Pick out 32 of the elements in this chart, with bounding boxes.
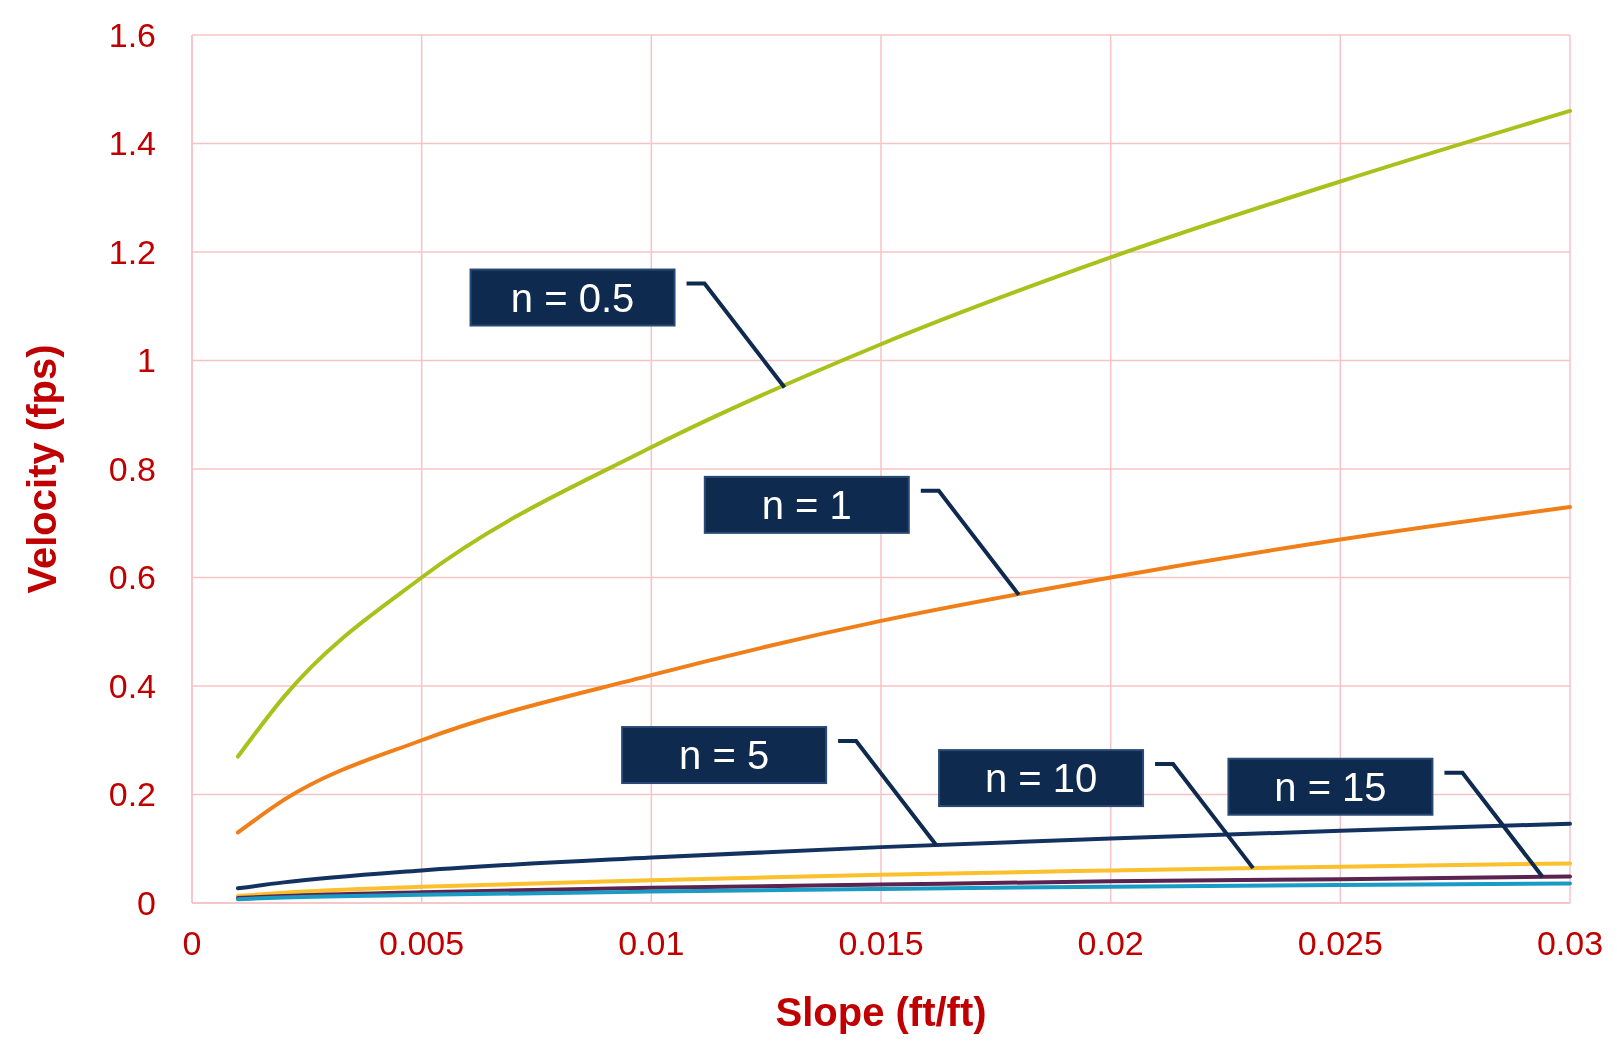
annotation: n = 1 (761, 482, 852, 527)
callout: n = 5 (621, 726, 938, 847)
y-tick-label: 0.2 (108, 775, 156, 814)
y-tick-label: 0.8 (108, 449, 156, 488)
annotation: n = 15 (1274, 764, 1387, 809)
annotation: n = 0.5 (510, 275, 635, 320)
y-tick-label: 0.4 (108, 666, 156, 705)
y-tick-label: 1 (137, 341, 156, 380)
y-tick-label: 0 (137, 883, 156, 922)
x-axis-title: Slope (ft/ft) (775, 990, 987, 1034)
x-tick-label: 0 (182, 924, 202, 962)
x-tick-label: 0.01 (618, 924, 685, 962)
y-tick-label: 0.6 (108, 558, 156, 597)
y-axis-title: Velocity (fps) (20, 344, 64, 594)
line-series (235, 874, 1572, 901)
callout: n = 15 (1227, 757, 1545, 878)
line-series (235, 881, 1572, 902)
callout: n = 10 (938, 749, 1255, 870)
y-tick-label: 1.6 (108, 15, 156, 54)
x-tick-label: 0.02 (1077, 924, 1144, 962)
x-tick-label: 0.005 (379, 924, 465, 962)
x-tick-label: 0.025 (1297, 924, 1383, 962)
y-tick-label: 1.4 (108, 124, 156, 163)
callout: n = 0.5 (469, 268, 787, 389)
annotation: n = 10 (984, 756, 1098, 801)
callout: n = 1 (703, 475, 1021, 597)
line-series (235, 861, 1572, 898)
y-tick-label: 1.2 (108, 232, 156, 271)
line-series (235, 821, 1572, 891)
annotation: n = 5 (679, 733, 770, 778)
x-tick-label: 0.015 (838, 924, 924, 962)
x-tick-label: 0.03 (1536, 924, 1604, 962)
